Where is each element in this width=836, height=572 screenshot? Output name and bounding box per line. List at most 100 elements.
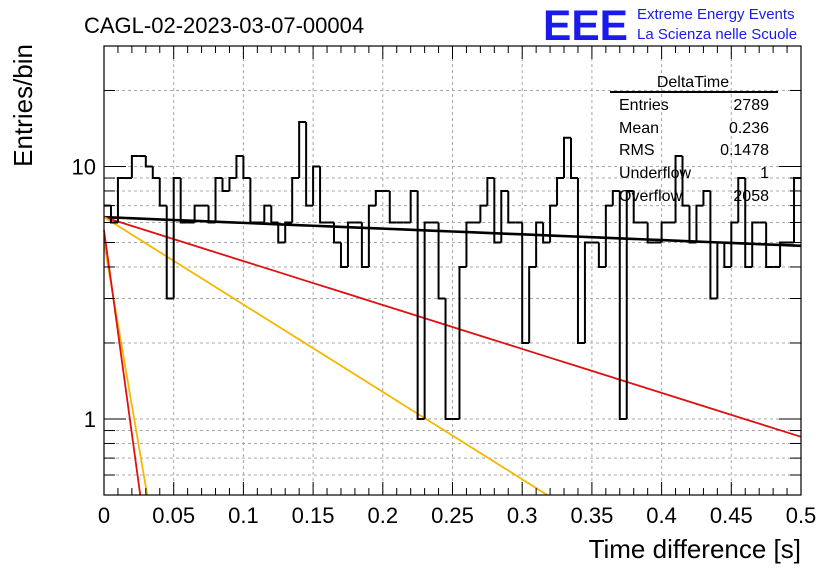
histogram-bin	[556, 177, 565, 206]
histogram-bin	[277, 222, 286, 244]
histogram-bin	[646, 222, 655, 244]
y-tick-label: 10	[72, 154, 96, 179]
histogram-bin	[298, 121, 307, 179]
histogram-bin	[695, 204, 704, 243]
histogram-bin	[542, 222, 551, 244]
histogram-bin	[130, 155, 139, 179]
histogram-bin	[423, 221, 432, 419]
fit-line-yellow	[103, 216, 548, 496]
histogram-bin	[625, 189, 634, 419]
stats-label-mean: Mean	[619, 120, 659, 137]
x-axis-title: Time difference [s]	[589, 534, 801, 564]
histogram-bin	[291, 177, 300, 223]
histogram-bin	[409, 189, 418, 223]
histogram-bin	[172, 177, 181, 299]
x-tick-label: 0.2	[368, 503, 399, 528]
histogram-bin	[702, 189, 711, 206]
stats-label-overflow: Overflow	[619, 188, 683, 205]
stats-label-underflow: Underflow	[619, 165, 691, 182]
histogram-bin	[576, 178, 585, 344]
histogram-bin	[374, 189, 383, 206]
histogram-bin	[604, 204, 613, 267]
histogram-bin	[737, 177, 746, 223]
x-tick-label: 0	[98, 503, 110, 528]
histogram-bin	[319, 166, 328, 224]
fit-line-red	[103, 216, 802, 438]
histogram-bin	[486, 177, 495, 206]
histogram-bin	[611, 189, 620, 206]
histogram-bin	[793, 177, 801, 243]
stats-value-mean: 0.236	[729, 120, 769, 137]
x-tick-label: 0.5	[786, 503, 817, 528]
histogram-bin	[263, 204, 272, 223]
histogram-bin	[709, 190, 718, 300]
histogram-bin	[744, 178, 753, 268]
histogram-bin	[674, 155, 683, 223]
histogram-bin	[346, 221, 355, 267]
x-tick-label: 0.4	[646, 503, 677, 528]
histogram-bin	[681, 156, 690, 207]
histogram-bin	[563, 136, 571, 179]
fit-line-red	[103, 229, 142, 496]
histogram-bin	[116, 177, 125, 223]
org-name-line2: La Scienza nelle Scuole	[637, 26, 797, 43]
stats-title: DeltaTime	[657, 74, 729, 91]
histogram-bin	[165, 205, 174, 300]
histogram-layer	[104, 121, 801, 420]
histogram-bin	[507, 190, 516, 224]
fit-lines-layer	[103, 215, 802, 496]
stats-box: DeltaTime Entries 2789 Mean 0.236 RMS 0.…	[610, 74, 778, 205]
org-name-line1: Extreme Energy Events	[637, 6, 795, 23]
histogram-bin	[618, 190, 627, 420]
run-title: CAGL-02-2023-03-07-00004	[84, 13, 364, 38]
histogram-bin	[144, 156, 153, 168]
histogram-bin	[444, 298, 453, 420]
histogram-bin	[437, 222, 446, 300]
x-tick-label: 0.15	[292, 503, 335, 528]
y-tick-label: 1	[84, 407, 96, 432]
histogram-bin	[779, 241, 788, 267]
y-axis-title: Entries/bin	[8, 44, 38, 167]
histogram-bin	[339, 242, 348, 268]
x-tick-label: 0.35	[570, 503, 613, 528]
x-tick-label: 0.1	[228, 503, 259, 528]
histogram-bin	[305, 122, 314, 207]
histogram-bin	[632, 190, 641, 224]
axis-layer: 0 0.05 0.1 0.15 0.2 0.25 0.3 0.35 0.4 0.45 0.5 1 10	[72, 45, 817, 528]
histogram-bin	[528, 265, 537, 343]
histogram-bin	[765, 222, 774, 268]
histogram-bin	[416, 190, 425, 420]
histogram-bin	[479, 204, 488, 223]
histogram-bin	[583, 241, 592, 343]
histogram-bin	[221, 178, 230, 192]
histogram-bin	[179, 178, 188, 224]
histogram-bin	[228, 177, 237, 191]
histogram-bin	[388, 190, 397, 224]
grid-layer	[104, 45, 801, 496]
histogram-bin	[214, 177, 223, 223]
histogram-bin	[465, 221, 474, 267]
stats-label-entries: Entries	[619, 97, 669, 114]
histogram-bin	[360, 222, 369, 268]
histogram-bin	[249, 178, 258, 224]
histogram-bin	[270, 205, 279, 224]
histogram-bin	[535, 221, 544, 267]
histogram-bin	[521, 222, 530, 344]
stats-label-rms: RMS	[619, 142, 655, 159]
stats-value-entries: 2789	[733, 97, 769, 114]
histogram-bin	[660, 221, 669, 243]
histogram-bin	[597, 242, 606, 268]
histogram-bin	[569, 137, 578, 180]
stats-value-rms: 0.1478	[720, 142, 769, 159]
histogram-bin	[549, 204, 558, 243]
histogram-bin	[367, 204, 376, 267]
fit-line-black	[103, 215, 802, 248]
histogram-bin	[751, 221, 760, 267]
histogram-bin	[193, 204, 202, 223]
x-tick-label: 0.45	[710, 503, 753, 528]
histogram-bin	[284, 221, 293, 243]
histogram-bin	[730, 221, 739, 267]
histogram-bin	[242, 156, 251, 180]
